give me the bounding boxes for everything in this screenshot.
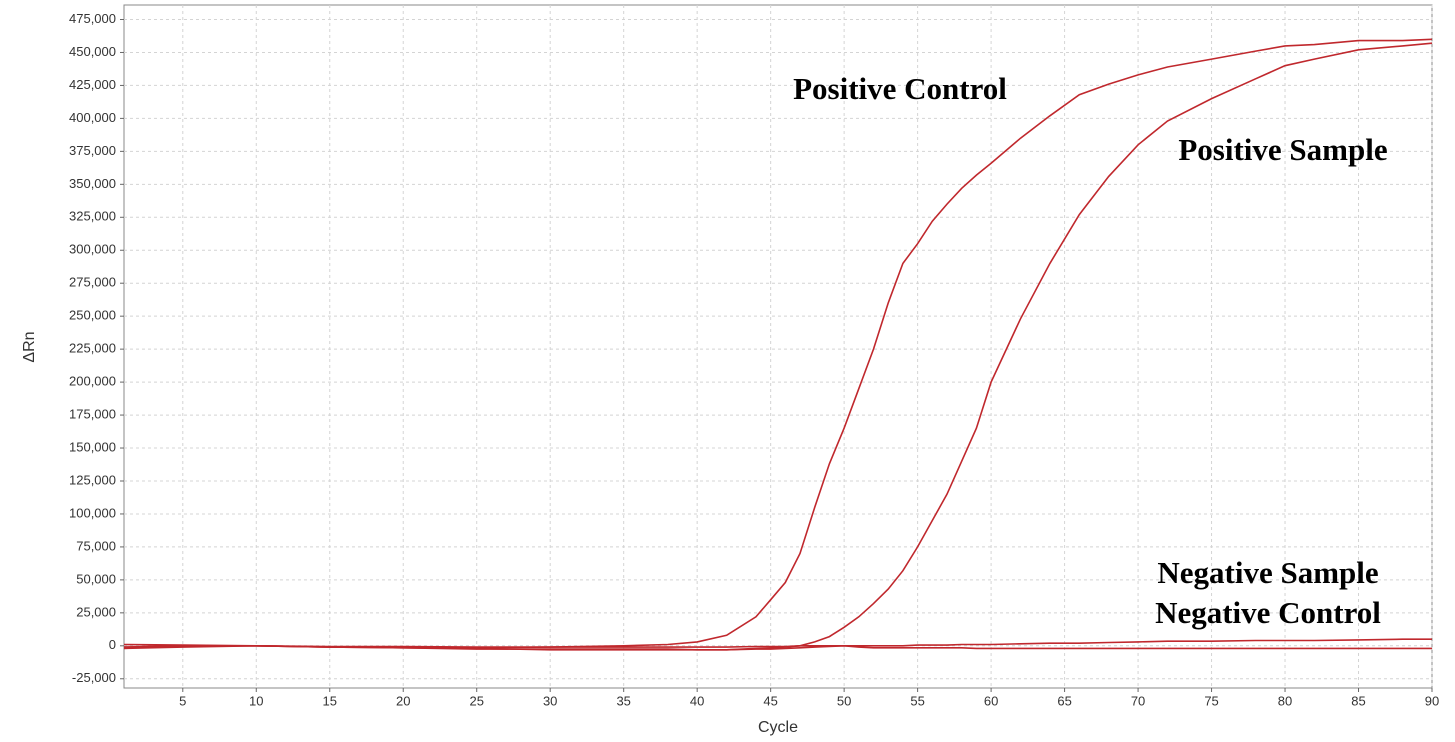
y-tick-label: 175,000 (69, 407, 116, 422)
y-tick-label: 450,000 (69, 44, 116, 59)
y-tick-label: 100,000 (69, 505, 116, 520)
annotation: Positive Sample (1178, 132, 1387, 167)
x-tick-label: 75 (1204, 693, 1218, 708)
annotation: Positive Control (793, 71, 1007, 106)
y-tick-label: -25,000 (72, 670, 116, 685)
x-tick-label: 65 (1057, 693, 1071, 708)
y-tick-label: 250,000 (69, 308, 116, 323)
x-tick-label: 55 (910, 693, 924, 708)
series-line (123, 38, 1433, 649)
y-tick-label: 50,000 (76, 571, 116, 586)
x-tick-label: 85 (1351, 693, 1365, 708)
y-tick-label: 325,000 (69, 209, 116, 224)
x-tick-label: 35 (616, 693, 630, 708)
x-tick-label: 20 (396, 693, 410, 708)
y-tick-label: 300,000 (69, 242, 116, 257)
y-tick-label: 150,000 (69, 439, 116, 454)
x-tick-label: 10 (249, 693, 263, 708)
y-tick-label: 25,000 (76, 604, 116, 619)
y-tick-label: 275,000 (69, 275, 116, 290)
y-tick-label: 225,000 (69, 341, 116, 356)
x-tick-label: 30 (543, 693, 557, 708)
y-tick-label: 425,000 (69, 77, 116, 92)
x-tick-label: 25 (469, 693, 483, 708)
annotation: Negative Sample (1157, 555, 1378, 590)
x-tick-label: 15 (323, 693, 337, 708)
series-line (123, 644, 1432, 651)
x-tick-label: 40 (690, 693, 704, 708)
annotation: Negative Control (1155, 595, 1381, 630)
y-tick-label: 475,000 (69, 11, 116, 26)
x-tick-label: 90 (1425, 693, 1439, 708)
x-tick-label: 70 (1131, 693, 1145, 708)
x-axis-label: Cycle (758, 719, 798, 736)
x-tick-label: 45 (763, 693, 777, 708)
y-tick-label: 125,000 (69, 472, 116, 487)
y-axis-label: ΔRn (21, 331, 38, 362)
x-tick-label: 80 (1278, 693, 1292, 708)
y-tick-label: 200,000 (69, 374, 116, 389)
x-tick-label: 50 (837, 693, 851, 708)
series-line (123, 638, 1432, 648)
y-tick-label: 375,000 (69, 143, 116, 158)
x-tick-label: 5 (179, 693, 186, 708)
y-tick-label: 0 (109, 637, 116, 652)
x-tick-label: 60 (984, 693, 998, 708)
y-tick-label: 350,000 (69, 176, 116, 191)
y-tick-label: 75,000 (76, 538, 116, 553)
y-tick-label: 400,000 (69, 110, 116, 125)
